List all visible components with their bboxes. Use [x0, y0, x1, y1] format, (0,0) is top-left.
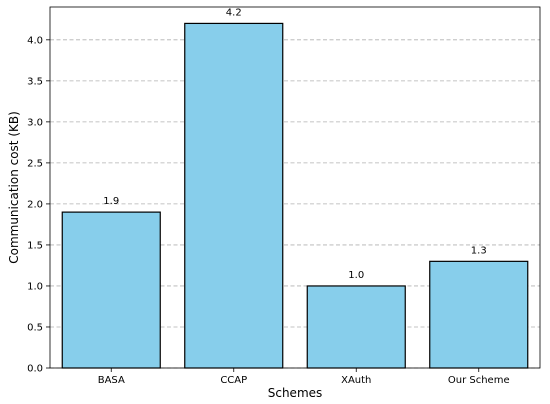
- data-label: 1.0: [348, 270, 364, 281]
- bar: [429, 260, 529, 369]
- bars: [61, 22, 529, 369]
- bar: [306, 285, 406, 369]
- y-tick-label: 4.0: [27, 35, 43, 46]
- y-tick-label: 3.0: [27, 117, 43, 128]
- x-axis-title: Schemes: [268, 386, 323, 400]
- x-tick-label: Our Scheme: [448, 375, 510, 386]
- y-tick-label: 1.0: [27, 281, 43, 292]
- x-tick-label: XAuth: [341, 375, 371, 386]
- y-tick-label: 2.5: [27, 158, 43, 169]
- y-tick-label: 0.5: [27, 322, 43, 333]
- y-axis-title: Communication cost (KB): [7, 111, 21, 264]
- data-label: 1.3: [471, 245, 487, 256]
- y-tick-label: 3.5: [27, 76, 43, 87]
- y-tick-label: 1.5: [27, 240, 43, 251]
- x-tick-label: BASA: [98, 375, 125, 386]
- x-tick-label: CCAP: [220, 375, 247, 386]
- data-labels: 1.9 4.2 1.0 1.3: [103, 7, 486, 281]
- axes: [46, 6, 541, 372]
- bar: [184, 22, 284, 369]
- tick-labels: 0.0 0.5 1.0 1.5 2.0 2.5 3.0 3.5 4.0 BASA CCAP XAuth…: [27, 35, 510, 386]
- bar: [61, 211, 161, 369]
- data-label: 1.9: [103, 196, 119, 207]
- plot-frame: [49, 6, 541, 369]
- data-label: 4.2: [226, 7, 242, 18]
- y-tick-label: 2.0: [27, 199, 43, 210]
- y-tick-label: 0.0: [27, 364, 43, 375]
